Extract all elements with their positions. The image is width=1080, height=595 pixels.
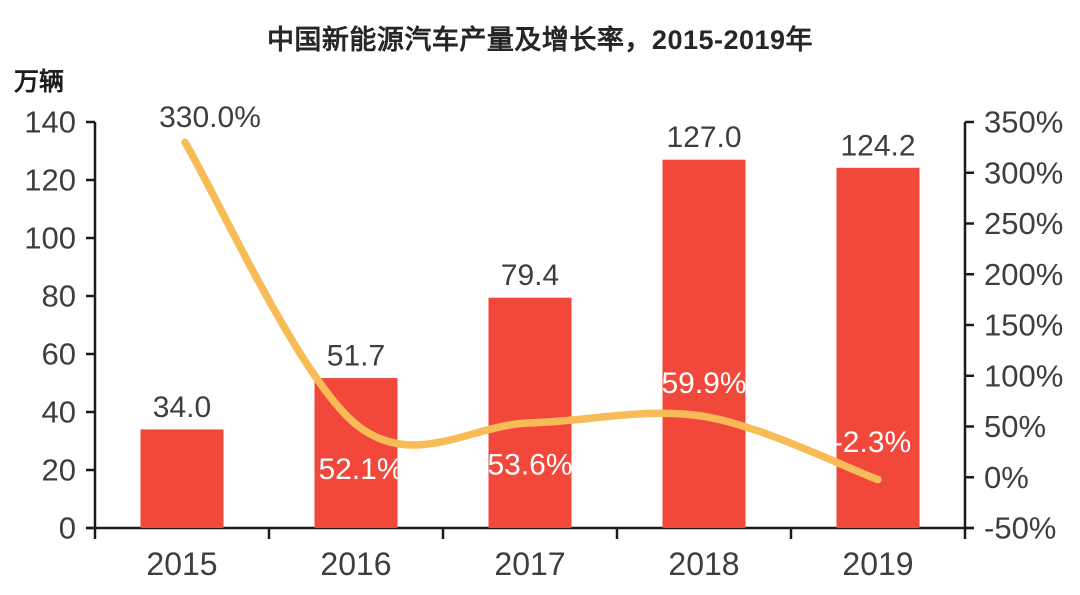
x-axis-category-label: 2018 [668, 546, 739, 582]
left-axis-tick-label: 120 [24, 163, 76, 198]
left-axis-tick-label: 0 [59, 511, 76, 546]
bar-2016 [314, 378, 398, 528]
right-axis-tick-label: 0% [984, 460, 1029, 495]
bar-value-label: 51.7 [327, 340, 385, 373]
growth-rate-label: 330.0% [159, 101, 261, 134]
right-axis-tick-label: 200% [984, 257, 1063, 292]
growth-rate-label: 59.9% [661, 367, 746, 400]
x-axis-category-label: 2015 [146, 546, 217, 582]
axis-tick-labels: 0 20 40 60 80 100 120 140 -50% 0% 50% 100% 150% 200% 2… [24, 105, 1063, 583]
bar-value-label: 127.0 [666, 121, 741, 154]
right-axis-tick-label: 150% [984, 308, 1063, 343]
bar-value-label: 124.2 [840, 129, 915, 162]
data-labels: 34.0 51.7 79.4 127.0 124.2 330.0% 52.1% 53.6% 59… [153, 101, 916, 486]
x-axis-category-label: 2016 [320, 546, 391, 582]
right-axis-tick-label: 50% [984, 409, 1046, 444]
chart-title: 中国新能源汽车产量及增长率，2015-2019年 [266, 25, 814, 55]
left-axis-unit-label: 万辆 [14, 68, 65, 96]
right-axis-tick-label: 350% [984, 105, 1063, 140]
growth-rate-label: -2.3% [833, 426, 911, 459]
right-axis-tick-label: 100% [984, 358, 1063, 393]
left-axis-tick-label: 100 [24, 221, 76, 256]
bar-2017 [488, 297, 572, 528]
right-axis-tick-label: -50% [984, 511, 1056, 546]
line-series [181, 138, 882, 484]
growth-rate-line [181, 138, 882, 484]
bar-2015 [140, 429, 224, 528]
left-axis-tick-label: 60 [42, 337, 76, 372]
x-axis-category-label: 2019 [842, 546, 913, 582]
bar-value-label: 34.0 [153, 391, 211, 424]
right-axis-tick-label: 250% [984, 206, 1063, 241]
left-axis-tick-label: 140 [24, 105, 76, 140]
growth-rate-label: 52.1% [318, 453, 403, 486]
bar-2019 [836, 167, 920, 528]
x-axis-category-label: 2017 [494, 546, 565, 582]
left-axis-tick-label: 40 [42, 395, 76, 430]
bar-2018 [662, 159, 746, 528]
growth-rate-label: 53.6% [487, 448, 572, 481]
bar-value-label: 79.4 [501, 259, 559, 292]
right-axis-tick-label: 300% [984, 155, 1063, 190]
left-axis-tick-label: 20 [42, 453, 76, 488]
left-axis-tick-label: 80 [42, 279, 76, 314]
